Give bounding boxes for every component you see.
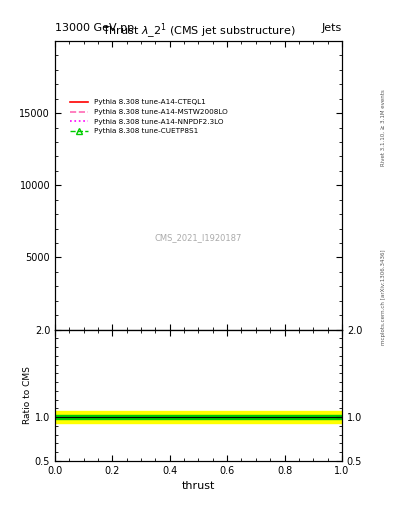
Text: Rivet 3.1.10, ≥ 3.1M events: Rivet 3.1.10, ≥ 3.1M events [381, 90, 386, 166]
Text: mcplots.cern.ch [arXiv:1306.3436]: mcplots.cern.ch [arXiv:1306.3436] [381, 249, 386, 345]
Legend: Pythia 8.308 tune-A14-CTEQL1, Pythia 8.308 tune-A14-MSTW2008LO, Pythia 8.308 tun: Pythia 8.308 tune-A14-CTEQL1, Pythia 8.3… [67, 97, 231, 137]
Text: 13000 GeV pp: 13000 GeV pp [55, 23, 134, 33]
Text: CMS_2021_I1920187: CMS_2021_I1920187 [155, 233, 242, 242]
Y-axis label: Ratio to CMS: Ratio to CMS [23, 366, 32, 424]
X-axis label: thrust: thrust [182, 481, 215, 491]
Title: Thrust $\lambda\_2^1$ (CMS jet substructure): Thrust $\lambda\_2^1$ (CMS jet substruct… [102, 22, 295, 41]
Text: Jets: Jets [321, 23, 342, 33]
